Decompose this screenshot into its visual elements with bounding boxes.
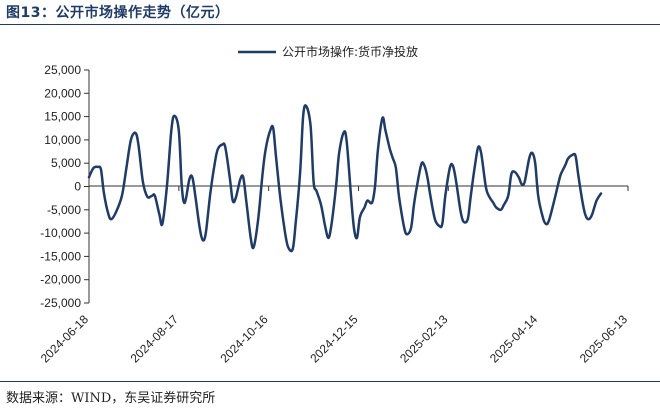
y-tick-label: -5,000 bbox=[47, 203, 81, 217]
y-tick-label: 5,000 bbox=[51, 156, 81, 170]
legend: 公开市场操作:货币净投放 bbox=[238, 44, 418, 59]
x-tick-label: 2024-10-16 bbox=[217, 312, 271, 366]
x-tick-label: 2025-04-14 bbox=[487, 312, 541, 366]
x-tick-label: 2024-06-18 bbox=[38, 312, 92, 366]
x-tick-label: 2025-02-13 bbox=[397, 312, 451, 366]
y-tick-label: 0 bbox=[74, 180, 81, 194]
y-tick-label: 15,000 bbox=[44, 110, 81, 124]
x-tick-label: 2024-08-17 bbox=[128, 312, 182, 366]
y-tick-label: -25,000 bbox=[40, 296, 81, 310]
y-axis: 25,000 20,000 15,000 10,000 5,000 0 -5,000 -10,… bbox=[40, 63, 90, 310]
title-rule bbox=[0, 24, 660, 25]
y-tick-label: 10,000 bbox=[44, 133, 81, 147]
series-line bbox=[87, 104, 603, 253]
y-tick-label: 20,000 bbox=[44, 86, 81, 100]
figure-title: 图13：公开市场操作走势（亿元） bbox=[6, 5, 230, 21]
x-tick-label: 2025-06-13 bbox=[577, 312, 631, 366]
legend-label: 公开市场操作:货币净投放 bbox=[282, 44, 418, 59]
y-tick-label: -20,000 bbox=[40, 273, 81, 287]
source-note: 数据来源：WIND，东吴证券研究所 bbox=[6, 391, 216, 406]
y-tick-label: -15,000 bbox=[40, 249, 81, 263]
y-tick-label: -10,000 bbox=[40, 226, 81, 240]
x-tick-label: 2024-12-15 bbox=[307, 312, 361, 366]
source-rule bbox=[0, 381, 660, 382]
y-tick-label: 25,000 bbox=[44, 63, 81, 77]
